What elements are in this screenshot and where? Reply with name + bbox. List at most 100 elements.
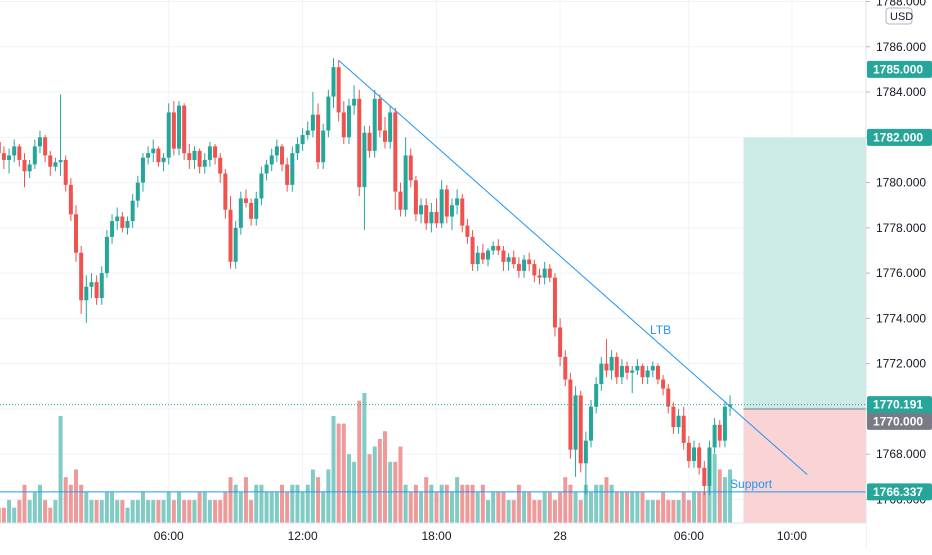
volume-bar: [269, 492, 274, 523]
volume-bar: [465, 484, 470, 523]
candle-body: [444, 189, 449, 217]
badge-high-bg: [867, 60, 932, 78]
volume-bar: [578, 500, 583, 523]
volume-bar: [542, 492, 547, 523]
candle-body: [346, 105, 351, 138]
volume-bar: [140, 492, 145, 523]
candle-body: [7, 155, 12, 160]
candle-body: [17, 146, 22, 160]
volume-bar: [604, 477, 609, 523]
volume-bar: [1, 507, 6, 523]
candle-body: [274, 146, 279, 156]
candle-body: [594, 384, 599, 407]
volume-bar: [120, 500, 125, 523]
candle-body: [398, 191, 403, 210]
series-group: [0, 58, 733, 523]
candle-body: [202, 159, 207, 167]
volume-bar: [398, 446, 403, 523]
candle-body: [295, 144, 300, 154]
volume-bar: [316, 477, 321, 523]
candle-body: [388, 112, 393, 142]
volume-bar: [413, 484, 418, 523]
candle-body: [439, 189, 444, 224]
candle-body: [552, 277, 557, 328]
y-tick-label: 1774.000: [876, 311, 926, 325]
volume-bar: [501, 492, 506, 523]
volume-bar: [614, 492, 619, 523]
volume-bar: [63, 477, 68, 523]
trendline-ltb[interactable]: [338, 59, 808, 475]
price-axis[interactable]: [866, 0, 932, 550]
candle-body: [542, 268, 547, 278]
candle-body: [568, 379, 573, 450]
time-axis[interactable]: [0, 523, 866, 550]
volume-bar: [367, 454, 372, 523]
badge-entry: 1770.000: [873, 414, 923, 428]
volume-bar: [43, 500, 48, 523]
volume-bar: [599, 484, 604, 523]
volume-bar: [491, 492, 496, 523]
candle-body: [22, 159, 27, 172]
volume-bar: [99, 500, 104, 523]
volume-bar: [259, 484, 264, 523]
volume-bar: [300, 492, 305, 523]
volume-bar: [686, 500, 691, 523]
volume-bar: [74, 469, 79, 523]
candle-body: [655, 365, 660, 380]
badge-support-bg: [867, 483, 932, 501]
candle-body: [573, 395, 578, 450]
candle-body: [94, 282, 99, 299]
volume-bar: [516, 484, 521, 523]
y-tick-label: 1772.000: [876, 357, 926, 371]
volume-bar: [7, 500, 12, 523]
volume-bar: [89, 500, 94, 523]
volume-bar: [341, 423, 346, 523]
candle-body: [182, 105, 187, 154]
candle-body: [702, 467, 707, 486]
volume-bar: [274, 492, 279, 523]
candle-body: [316, 114, 321, 163]
candle-body: [53, 162, 58, 167]
candle-body: [429, 212, 434, 224]
volume-bar: [527, 492, 532, 523]
badge-high: 1785.000: [873, 62, 923, 76]
currency-badge[interactable]: [885, 7, 913, 25]
volume-bar: [326, 469, 331, 523]
candle-body: [686, 442, 691, 462]
volume-bar: [151, 500, 156, 523]
volume-bar: [480, 484, 485, 523]
volume-bar: [94, 500, 99, 523]
candle-body: [383, 130, 388, 142]
candle-body: [362, 132, 367, 188]
volume-bar: [310, 469, 315, 523]
candle-body: [238, 198, 243, 228]
candle-body: [99, 273, 104, 299]
x-tick-label: 12:00: [288, 529, 318, 543]
x-tick-label: 28: [553, 529, 567, 543]
candle-body: [0, 141, 1, 154]
volume-bar: [202, 492, 207, 523]
candle-body: [68, 184, 73, 215]
candle-body: [480, 252, 485, 260]
volume-bar: [377, 438, 382, 523]
candle-body: [516, 264, 521, 271]
candle-body: [527, 259, 532, 265]
candle-body: [156, 148, 161, 163]
candle-body: [243, 198, 248, 203]
candle-body: [166, 112, 171, 158]
volume-bar: [630, 492, 635, 523]
volume-bar: [197, 492, 202, 523]
volume-bar: [547, 492, 552, 523]
volume-bar: [161, 500, 166, 523]
volume-bar: [254, 484, 259, 523]
volume-bar: [58, 415, 63, 523]
candle-body: [501, 250, 506, 262]
candle-body: [625, 365, 630, 373]
volume-bar: [650, 500, 655, 523]
candle-body: [496, 245, 501, 251]
candle-body: [120, 216, 125, 228]
candle-body: [326, 96, 331, 131]
volume-bar: [27, 500, 32, 523]
